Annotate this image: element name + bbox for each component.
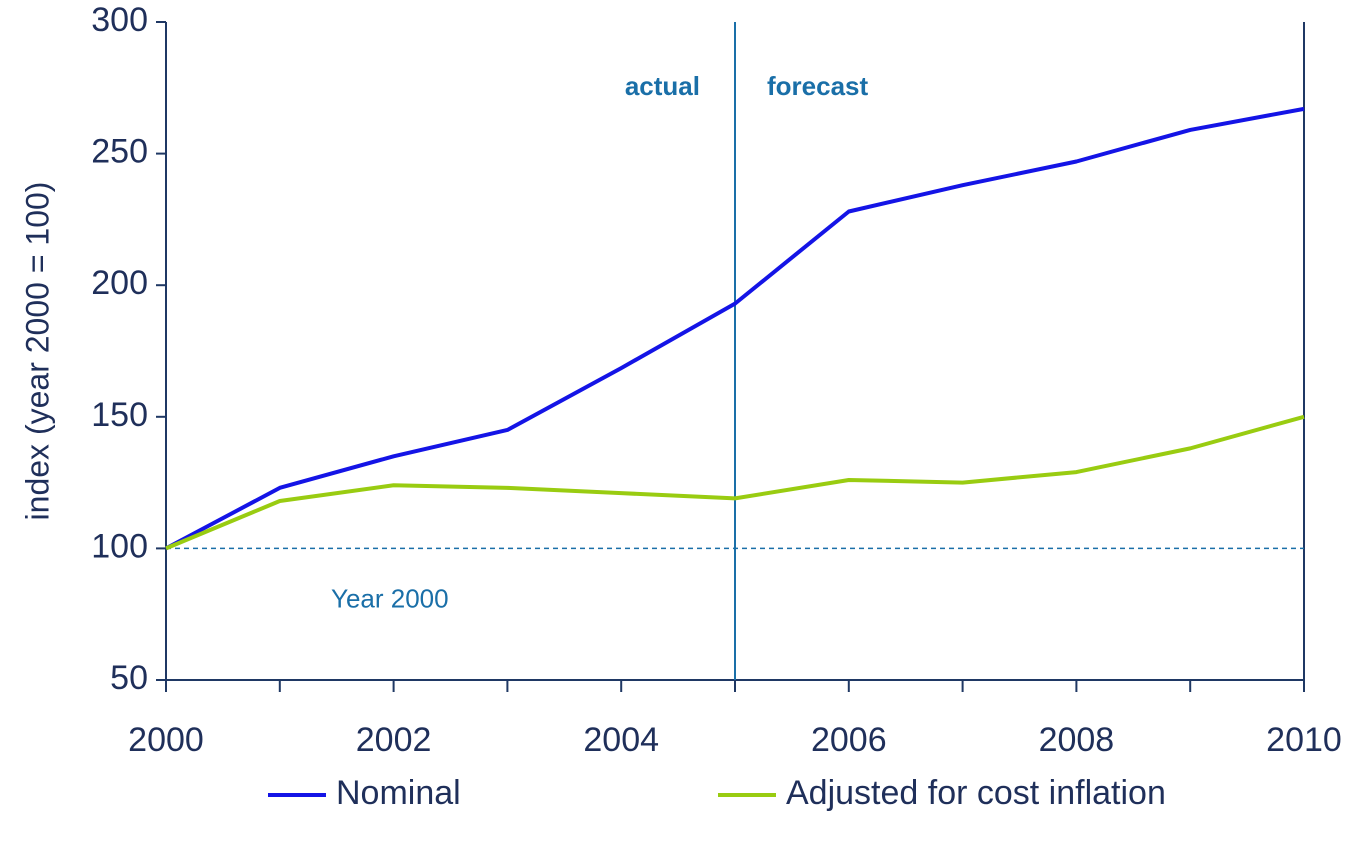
legend-label: Nominal	[336, 774, 461, 812]
series-line	[165, 414, 1305, 551]
y-tick-label: 50	[110, 659, 148, 697]
x-tick-label: 2002	[356, 721, 432, 759]
annotation: Year 2000	[331, 583, 449, 613]
x-tick-label: 2006	[811, 721, 887, 759]
y-tick-label: 250	[91, 133, 148, 171]
y-tick-label: 100	[91, 527, 148, 565]
legend-label: Adjusted for cost inflation	[786, 774, 1166, 812]
y-tick-label: 150	[91, 396, 148, 434]
y-tick-label: 200	[91, 264, 148, 302]
y-tick-label: 300	[91, 1, 148, 39]
x-tick-label: 2008	[1039, 721, 1115, 759]
annotation: actual	[625, 71, 700, 101]
x-tick-label: 2010	[1266, 721, 1342, 759]
annotation: forecast	[767, 71, 868, 101]
series-line	[165, 106, 1305, 551]
x-tick-label: 2000	[128, 721, 204, 759]
x-tick-label: 2004	[583, 721, 659, 759]
y-axis-label: index (year 2000 = 100)	[19, 182, 55, 521]
